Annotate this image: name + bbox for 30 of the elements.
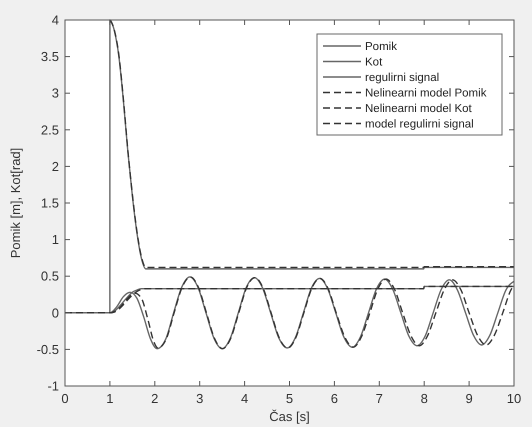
x-tick-label: 9	[465, 391, 473, 406]
legend-label: Nelinearni model Pomik	[365, 88, 487, 100]
x-axis-title: Čas [s]	[269, 409, 310, 424]
legend-label: Nelinearni model Kot	[365, 103, 473, 115]
y-tick-label: -1	[47, 378, 59, 394]
x-tick-label: 2	[151, 391, 158, 406]
y-tick-label: -0.5	[36, 342, 59, 357]
y-tick-label: 1.5	[40, 196, 59, 210]
y-tick-label: 3.5	[40, 49, 59, 64]
y-tick-label: 2	[52, 158, 59, 174]
x-tick-label: 6	[330, 391, 338, 406]
x-tick-label: 7	[376, 391, 383, 406]
legend-label: regulirni signal	[365, 72, 440, 84]
y-tick-label: 3	[52, 86, 59, 101]
y-axis-title: Pomik [m], Kot[rad]	[8, 148, 23, 258]
x-tick-label: 4	[240, 391, 248, 406]
x-tick-label: 1	[106, 391, 114, 406]
y-tick-label: 2.5	[40, 122, 59, 138]
legend-label: Kot	[365, 56, 384, 68]
x-tick-label: 10	[506, 391, 522, 406]
x-tick-label: 3	[196, 391, 204, 406]
y-tick-label: 4	[52, 12, 59, 28]
x-tick-label: 0	[61, 391, 69, 406]
x-tick-label: 5	[286, 391, 294, 406]
legend-label: model regulirni signal	[365, 118, 474, 130]
x-tick-label: 8	[420, 391, 428, 406]
y-tick-label: 1	[52, 232, 59, 248]
y-tick-label: 0.5	[40, 268, 59, 284]
legend-label: Pomik	[365, 41, 398, 53]
y-tick-label: 0	[52, 305, 59, 320]
